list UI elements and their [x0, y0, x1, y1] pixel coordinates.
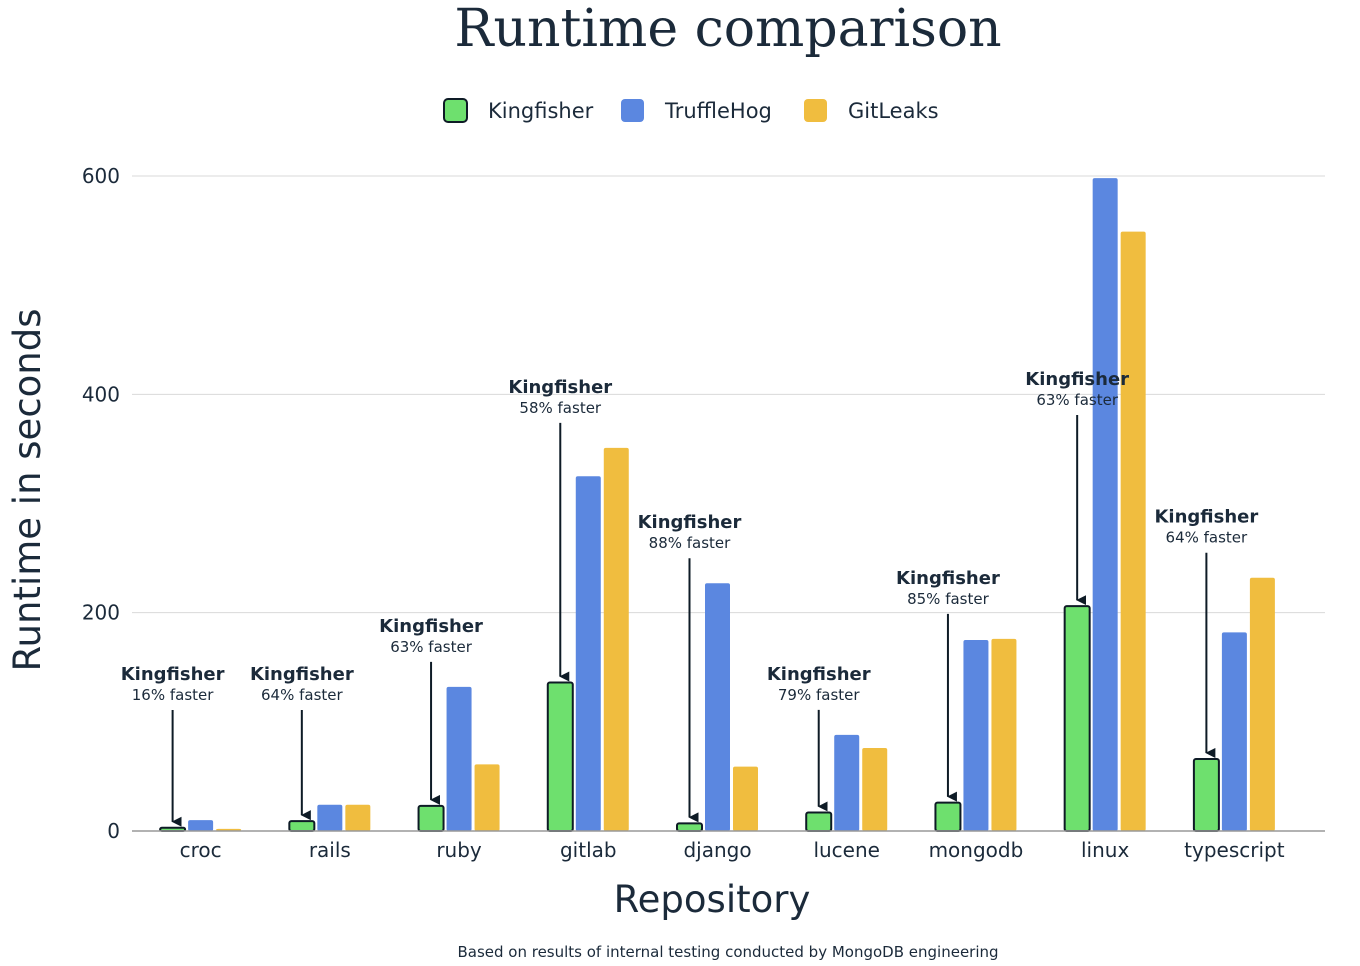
legend-label-gitleaks: GitLeaks [848, 99, 939, 123]
y-tick-label: 400 [82, 382, 120, 406]
bar-trufflehog-typescript [1221, 632, 1247, 831]
bar-gitleaks-typescript [1249, 577, 1275, 831]
x-tick-label: croc [180, 838, 222, 862]
x-tick-label: rails [309, 838, 351, 862]
legend-label-kingfisher: Kingfisher [488, 99, 594, 123]
legend-label-trufflehog: TruffleHog [664, 99, 772, 123]
annotation-percent: 16% faster [132, 686, 215, 704]
legend-swatch-gitleaks [804, 99, 827, 122]
bar-trufflehog-croc [188, 820, 214, 831]
bar-trufflehog-ruby [446, 686, 472, 831]
y-axis-title: Runtime in seconds [6, 308, 49, 671]
x-tick-label: mongodb [929, 838, 1024, 862]
bar-series [159, 178, 1275, 833]
annotation-label: Kingfisher [1025, 369, 1129, 390]
annotation-label: Kingfisher [638, 512, 742, 533]
annotation-label: Kingfisher [379, 616, 483, 637]
annotation-percent: 63% faster [1036, 391, 1119, 409]
x-tick-label: lucene [813, 838, 880, 862]
bar-trufflehog-mongodb [963, 639, 989, 831]
bar-trufflehog-linux [1092, 178, 1118, 831]
bar-kingfisher-rails [288, 820, 316, 832]
y-tick-label: 600 [82, 164, 120, 188]
annotation-label: Kingfisher [767, 664, 871, 685]
chart-title: Runtime comparison [454, 0, 1001, 59]
x-tick-label: ruby [436, 838, 482, 862]
bar-gitleaks-linux [1120, 231, 1146, 832]
bar-kingfisher-django [676, 822, 703, 833]
bar-kingfisher-mongodb [934, 801, 962, 832]
x-axis-ticks: croc rails ruby gitlab django lucene mongodb li… [180, 838, 1285, 862]
bar-gitleaks-lucene [862, 748, 888, 831]
bar-gitleaks-django [733, 766, 758, 831]
bar-trufflehog-lucene [834, 734, 860, 831]
bar-kingfisher-lucene [805, 811, 833, 832]
annotation-label: Kingfisher [896, 568, 1000, 589]
x-tick-label: gitlab [560, 838, 617, 862]
annotation-label: Kingfisher [121, 664, 225, 685]
annotation-percent: 64% faster [261, 686, 344, 704]
y-tick-label: 200 [82, 601, 120, 625]
chart-legend: Kingfisher TruffleHog GitLeaks [443, 98, 939, 123]
legend-swatch-trufflehog [621, 99, 644, 122]
bar-kingfisher-gitlab [546, 681, 574, 832]
bar-gitleaks-rails [345, 804, 371, 831]
annotation-label: Kingfisher [250, 664, 354, 685]
annotation-label: Kingfisher [1154, 507, 1258, 528]
y-tick-label: 0 [107, 819, 120, 843]
bar-kingfisher-typescript [1192, 757, 1220, 833]
annotation-label: Kingfisher [508, 377, 612, 398]
bar-gitleaks-mongodb [991, 638, 1017, 831]
x-tick-label: django [683, 838, 751, 862]
bar-gitleaks-gitlab [603, 447, 629, 831]
x-axis-title: Repository [614, 878, 811, 921]
annotation-percent: 63% faster [390, 638, 473, 656]
bar-trufflehog-django [705, 583, 730, 831]
annotation-percent: 58% faster [519, 399, 602, 417]
annotation-percent: 64% faster [1166, 529, 1249, 547]
annotation-percent: 88% faster [649, 534, 732, 552]
bar-gitleaks-ruby [474, 764, 500, 831]
bar-kingfisher-ruby [417, 804, 445, 832]
bar-kingfisher-linux [1063, 605, 1091, 832]
legend-swatch-kingfisher [443, 98, 468, 123]
x-tick-label: linux [1081, 838, 1129, 862]
bar-trufflehog-gitlab [575, 476, 601, 831]
x-tick-label: typescript [1184, 838, 1285, 862]
annotation-percent: 85% faster [907, 590, 990, 608]
footnote: Based on results of internal testing con… [457, 943, 998, 961]
y-axis-ticks: 0 200 400 600 [82, 164, 120, 843]
bar-trufflehog-rails [317, 804, 343, 831]
annotation-percent: 79% faster [778, 686, 861, 704]
